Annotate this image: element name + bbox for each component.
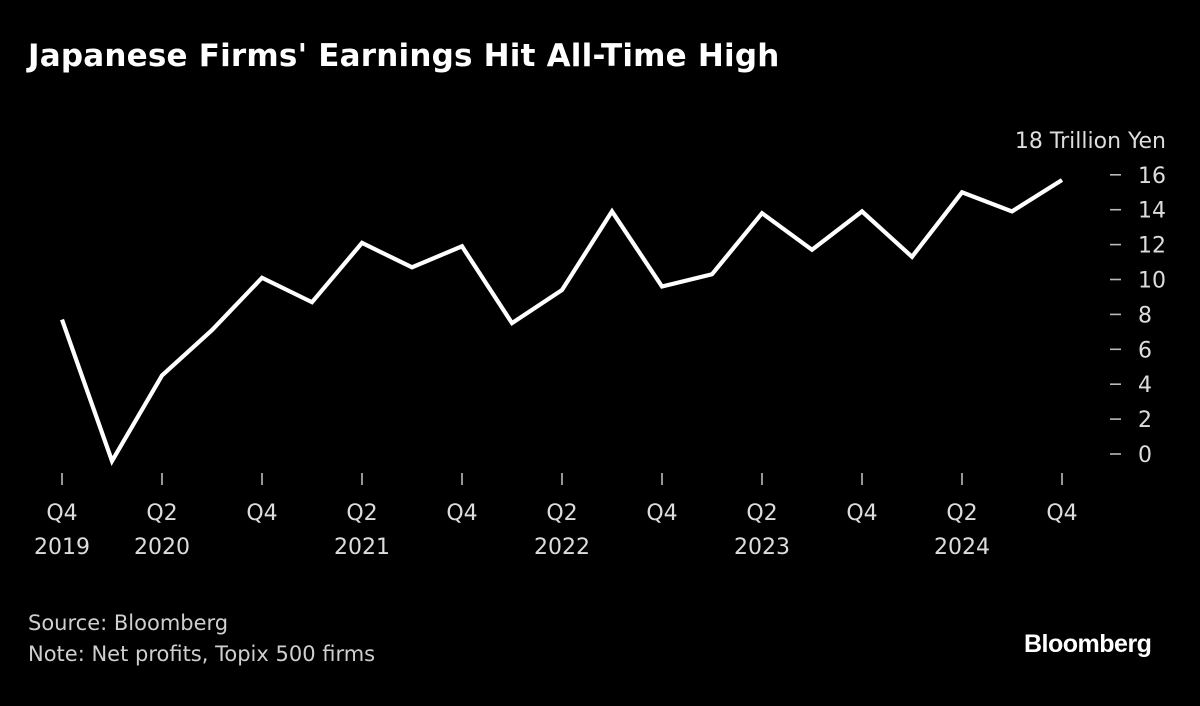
x-tick-label-quarter: Q4 bbox=[246, 501, 277, 526]
y-tick-label-8: 8 bbox=[1138, 303, 1152, 328]
footnote: Note: Net profits, Topix 500 firms bbox=[28, 642, 376, 666]
x-axis-ticks: Q4 2019 Q2 2020 Q4 Q2 2021 Q4 Q2 2022 Q4 Q2 2023 Q4 Q2… bbox=[34, 473, 1078, 560]
x-tick-label-quarter: Q4 bbox=[1046, 501, 1077, 526]
x-tick-label-quarter: Q2 bbox=[546, 501, 577, 526]
x-tick-label-quarter: Q2 bbox=[346, 501, 377, 526]
x-tick-label-year: 2024 bbox=[934, 535, 990, 560]
y-tick-label-6: 6 bbox=[1138, 338, 1152, 363]
x-tick-label-quarter: Q2 bbox=[746, 501, 777, 526]
series-line bbox=[60, 178, 1064, 466]
x-tick-label-quarter: Q4 bbox=[846, 501, 877, 526]
y-tick-label-10: 10 bbox=[1138, 269, 1166, 294]
y-tick-label-0: 0 bbox=[1138, 443, 1152, 468]
x-tick-label-quarter: Q2 bbox=[946, 501, 977, 526]
x-tick-label-quarter: Q2 bbox=[146, 501, 177, 526]
source-note: Source: Bloomberg bbox=[28, 611, 229, 635]
x-tick-label-year: 2022 bbox=[534, 535, 590, 560]
x-tick-label-year: 2021 bbox=[334, 535, 390, 560]
x-tick-label-quarter: Q4 bbox=[46, 501, 77, 526]
x-tick-label-quarter: Q4 bbox=[646, 501, 677, 526]
y-tick-label-14: 14 bbox=[1138, 199, 1166, 224]
y-tick-label-4: 4 bbox=[1138, 373, 1152, 398]
series-group bbox=[60, 178, 1064, 466]
y-tick-label-12: 12 bbox=[1138, 234, 1166, 259]
x-tick-label-year: 2019 bbox=[34, 535, 90, 560]
chart-title: Japanese Firms' Earnings Hit All-Time Hi… bbox=[28, 38, 780, 74]
y-axis-ticks: 0 2 4 6 8 10 12 14 16 bbox=[1110, 164, 1166, 468]
bloomberg-logo: Bloomberg bbox=[1024, 630, 1152, 658]
x-tick-label-year: 2023 bbox=[734, 535, 790, 560]
x-tick-label-quarter: Q4 bbox=[446, 501, 477, 526]
x-tick-label-year: 2020 bbox=[134, 535, 190, 560]
footer: Source: Bloomberg Note: Net profits, Top… bbox=[28, 608, 375, 670]
y-tick-label-2: 2 bbox=[1138, 408, 1152, 433]
y-tick-label-16: 16 bbox=[1138, 164, 1166, 189]
y-axis-unit-label: 18 Trillion Yen bbox=[1015, 129, 1166, 154]
